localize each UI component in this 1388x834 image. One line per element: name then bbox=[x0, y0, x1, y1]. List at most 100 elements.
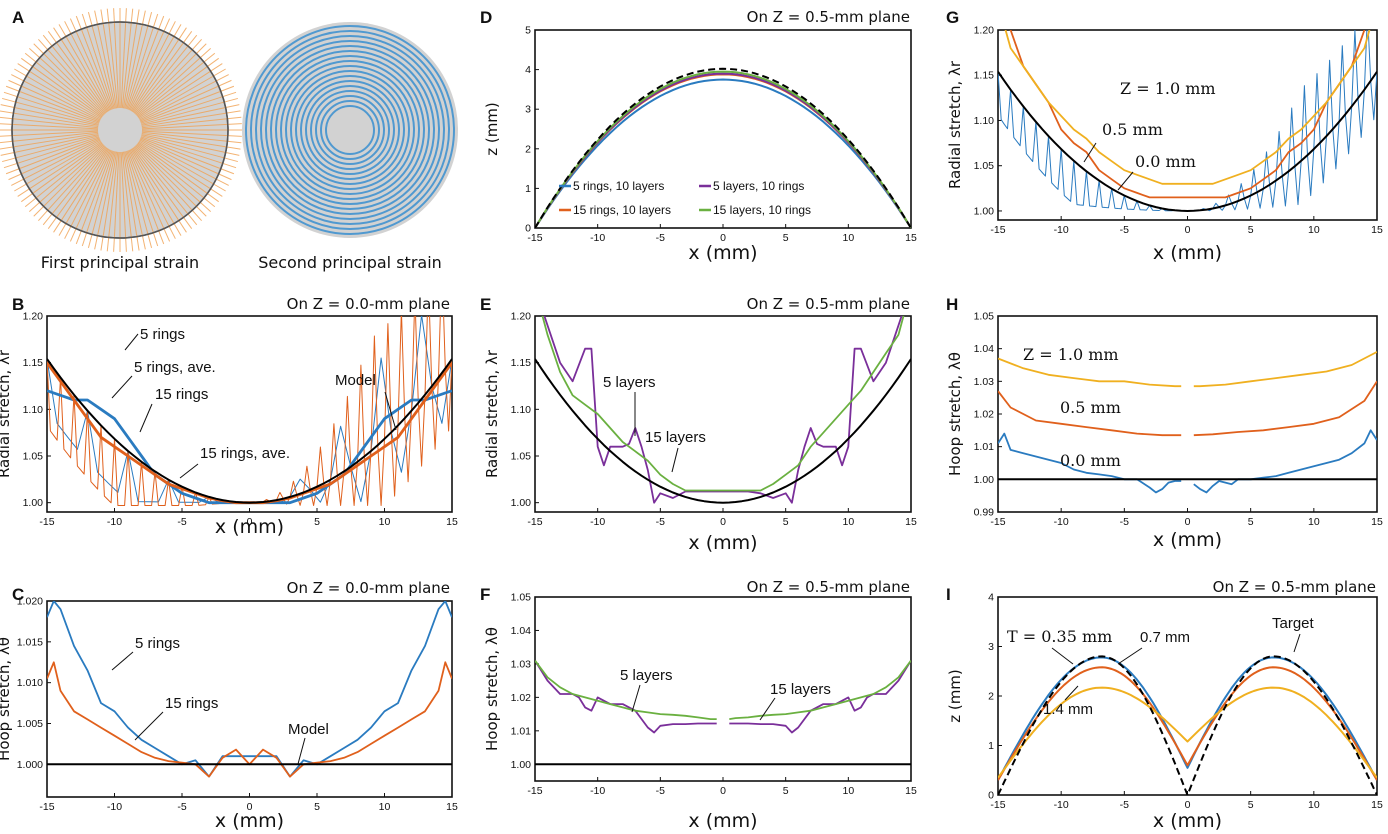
y-tick-label: 3 bbox=[525, 104, 531, 116]
annotation: 0.0 mm bbox=[1135, 152, 1196, 171]
strain-ray bbox=[121, 151, 134, 252]
strain-ring bbox=[280, 60, 420, 200]
strain-ray bbox=[128, 18, 171, 111]
strain-ray bbox=[3, 136, 100, 169]
strain-ray bbox=[8, 79, 101, 122]
y-tick-label: 1.005 bbox=[17, 718, 43, 730]
y-tick-label: 1.00 bbox=[974, 205, 995, 217]
annotation: 0.0 mm bbox=[1060, 451, 1121, 470]
series-line-0-0-mm bbox=[998, 432, 1182, 494]
strain-ray bbox=[17, 63, 102, 119]
x-tick-label: 0 bbox=[720, 785, 726, 797]
chart-title: On Z = 0.0-mm plane bbox=[287, 295, 450, 313]
x-tick-label: 5 bbox=[1248, 224, 1254, 236]
annotation: Model bbox=[288, 721, 329, 738]
x-tick-label: 5 bbox=[1248, 516, 1254, 528]
y-axis-label: z (mm) bbox=[483, 102, 501, 156]
x-tick-label: -5 bbox=[656, 232, 665, 244]
plot-frame bbox=[46, 600, 453, 798]
strain-ray bbox=[138, 140, 226, 192]
panel-letter-h: H bbox=[946, 295, 958, 314]
x-tick-label: -15 bbox=[39, 516, 54, 528]
x-axis-label: x (mm) bbox=[688, 532, 757, 554]
series-line-reference bbox=[998, 71, 1377, 212]
series-line-z-1-0-mm bbox=[1193, 351, 1377, 388]
strain-ray bbox=[134, 39, 203, 114]
disk-hole bbox=[100, 110, 140, 150]
y-tick-label: 1.000 bbox=[17, 759, 43, 771]
x-tick-label: -15 bbox=[527, 232, 542, 244]
series-line-15-layers bbox=[541, 316, 905, 492]
panel-letter-e: E bbox=[480, 295, 491, 314]
plot-frame bbox=[534, 315, 912, 513]
y-tick-label: 1.20 bbox=[23, 311, 44, 323]
y-axis-label: z (mm) bbox=[946, 669, 964, 723]
strain-ray bbox=[33, 145, 105, 217]
strain-ray bbox=[64, 149, 111, 239]
chart-b: -15 -10 -5 0 5 10 15 1.00 1.05 1.10 1.15 1.20 x (mm)… bbox=[0, 295, 458, 538]
strain-ray bbox=[0, 116, 99, 129]
x-tick-label: 0 bbox=[720, 232, 726, 244]
strain-ray bbox=[136, 47, 211, 116]
strain-ray bbox=[125, 151, 153, 248]
strain-ring bbox=[310, 90, 390, 170]
strain-ray bbox=[122, 9, 140, 109]
second-principal-strain-image bbox=[242, 22, 458, 238]
y-tick-label: 1.00 bbox=[511, 497, 532, 509]
strain-ray bbox=[14, 140, 102, 192]
x-tick-label: -15 bbox=[527, 785, 542, 797]
annotation: 5 rings, ave. bbox=[134, 359, 216, 376]
leader-line bbox=[1064, 685, 1079, 701]
strain-ray bbox=[138, 63, 223, 119]
x-tick-label: -10 bbox=[590, 232, 605, 244]
y-tick-label: 1.02 bbox=[974, 409, 995, 421]
strain-ring bbox=[295, 75, 405, 185]
plot-area bbox=[998, 655, 1377, 795]
leader-line bbox=[139, 403, 153, 433]
strain-ray bbox=[113, 151, 120, 252]
strain-ray bbox=[130, 24, 182, 112]
x-axis-label: x (mm) bbox=[215, 810, 284, 832]
strain-ray bbox=[131, 27, 187, 112]
x-tick-label: -10 bbox=[1054, 224, 1069, 236]
strain-ray bbox=[141, 123, 242, 130]
x-tick-label: -15 bbox=[990, 799, 1005, 811]
series-line-5-rings bbox=[47, 316, 452, 504]
x-tick-label: 0 bbox=[1185, 799, 1191, 811]
series-line-0-5-mm bbox=[1193, 380, 1377, 437]
y-axis-label: Radial stretch, λr bbox=[483, 349, 501, 478]
chart-title: On Z = 0.5-mm plane bbox=[747, 295, 910, 313]
strain-ring bbox=[245, 25, 455, 235]
x-tick-label: -5 bbox=[656, 516, 665, 528]
y-tick-label: 1.00 bbox=[511, 759, 532, 771]
x-tick-label: 5 bbox=[783, 516, 789, 528]
strain-ray bbox=[136, 52, 216, 117]
strain-ray bbox=[87, 151, 115, 248]
strain-ring bbox=[270, 50, 430, 210]
strain-ray bbox=[140, 137, 235, 175]
leader-line bbox=[111, 651, 134, 671]
y-tick-label: 1.15 bbox=[23, 357, 44, 369]
leader-line bbox=[124, 333, 139, 351]
x-axis-label: x (mm) bbox=[1153, 242, 1222, 264]
strain-ray bbox=[21, 57, 103, 118]
legend-label: 15 layers, 10 rings bbox=[713, 203, 811, 217]
strain-ring bbox=[320, 100, 380, 160]
x-tick-label: 15 bbox=[446, 801, 458, 813]
annotation: 0.5 mm bbox=[1060, 398, 1121, 417]
strain-ray bbox=[141, 130, 242, 137]
leader-line bbox=[671, 447, 679, 473]
x-axis-label: x (mm) bbox=[688, 242, 757, 264]
y-tick-label: 1.04 bbox=[974, 343, 995, 355]
series-line-z-1-0-mm bbox=[1004, 30, 1371, 185]
series-line-reference bbox=[535, 67, 911, 228]
strain-ray bbox=[3, 91, 100, 124]
strain-ray bbox=[0, 131, 99, 144]
strain-ring bbox=[255, 35, 445, 225]
strain-ring bbox=[325, 105, 375, 155]
leader-line bbox=[631, 684, 641, 713]
x-tick-label: -10 bbox=[1054, 799, 1069, 811]
strain-ray bbox=[139, 74, 229, 121]
plot-area bbox=[535, 660, 911, 766]
strain-ray bbox=[37, 146, 106, 221]
